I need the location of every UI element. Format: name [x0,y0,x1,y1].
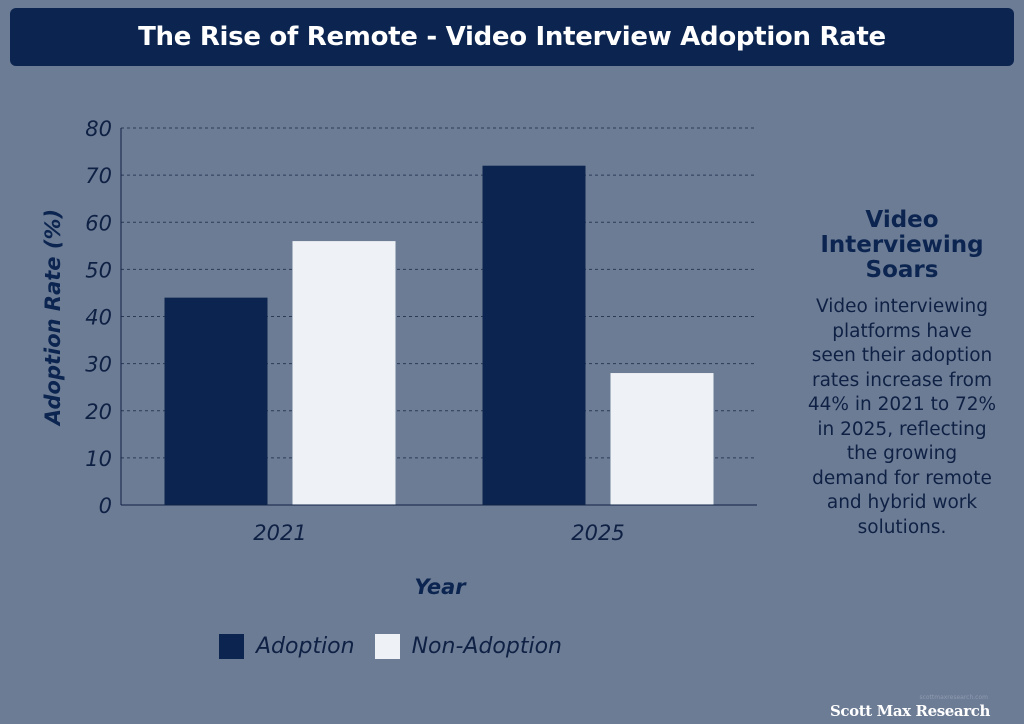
x-tick-label: 2025 [571,521,624,545]
legend-item: Adoption [219,634,355,659]
x-tick-label: 2021 [253,521,306,545]
insight-text-line: rates increase from [811,369,992,391]
legend-label: Non-Adoption [411,634,562,659]
credit-url: scottmaxresearch.com [919,694,988,701]
insight-text-line: solutions. [857,516,947,538]
page-title: The Rise of Remote - Video Interview Ado… [138,22,886,52]
legend: Adoption Non-Adoption [219,634,582,659]
insight-text-line: the growing [846,443,958,464]
bar-adoption-2021 [164,297,268,505]
bar-non-adoption-2025 [610,373,714,505]
legend-item: Non-Adoption [374,634,562,659]
y-tick-label: 80 [85,117,112,141]
bar-adoption-2025 [482,165,586,505]
y-tick-label: 60 [85,211,112,235]
bar-non-adoption-2021 [292,241,396,505]
insight-text: Video interviewing platforms have seen the… [796,295,1008,540]
legend-swatch [219,634,244,659]
x-axis-label: Year [414,575,467,599]
insight-heading-line: Soars [865,257,939,283]
insight-text-line: 44% in 2021 to 72% [807,394,997,415]
y-tick-label: 10 [85,447,112,471]
title-bar: The Rise of Remote - Video Interview Ado… [10,8,1014,66]
axes [120,128,757,506]
y-tick-label: 70 [85,164,112,188]
legend-label: Adoption [256,634,355,659]
insight-heading: Video Interviewing Soars [796,208,1008,283]
insight-text-line: Video interviewing [815,296,989,317]
insight-text-line: demand for remote [812,467,992,489]
insight-panel: Video Interviewing Soars Video interviewin… [796,208,1008,540]
y-axis-label: Adoption Rate (%) [41,209,65,427]
y-tick-label: 0 [99,494,112,518]
insight-text-line: seen their adoption [811,345,993,366]
bars [164,165,714,505]
insight-heading-line: Interviewing [820,232,984,258]
insight-text-line: and hybrid work [826,492,978,513]
credit-logo: Scott Max Research [830,702,990,720]
legend-swatch [374,634,400,659]
insight-heading-line: Video [865,207,939,233]
y-tick-label: 30 [85,353,112,377]
y-tick-label: 40 [85,306,112,330]
y-tick-label: 50 [85,258,112,282]
insight-text-line: platforms have [832,320,972,342]
insight-text-line: in 2025, reflecting [817,418,987,440]
y-tick-labels: 0 10 20 30 40 50 60 70 80 [85,117,112,518]
x-tick-labels: 2021 2025 [253,521,624,545]
y-tick-label: 20 [85,400,112,424]
